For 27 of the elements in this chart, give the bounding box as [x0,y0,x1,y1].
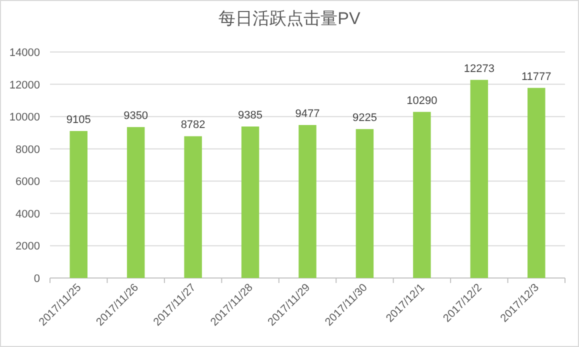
bar [413,112,431,278]
data-label: 9105 [66,114,91,126]
y-tick-label: 4000 [16,208,40,220]
data-label: 8782 [180,119,206,132]
bar [241,126,260,278]
data-label: 10290 [406,94,438,107]
y-tick-label: 0 [34,273,40,285]
y-tick-label: 8000 [16,144,40,156]
data-label: 9350 [124,110,148,122]
y-tick-label: 14000 [9,47,40,59]
bar [70,131,88,278]
data-label: 9385 [238,110,263,122]
data-label: 12273 [464,62,494,75]
data-label: 11777 [522,70,552,83]
y-tick-label: 10000 [9,112,40,124]
bar [184,136,202,278]
chart-title: 每日活跃点击量PV [218,9,361,28]
y-tick-label: 2000 [16,240,40,253]
bar [298,125,316,278]
data-label: 9477 [295,108,320,120]
data-label: 9225 [352,112,377,124]
bar [126,127,145,278]
bar [528,88,546,278]
y-tick-label: 6000 [16,176,40,188]
y-tick-label: 12000 [9,79,40,92]
bar [470,80,488,278]
bar [356,129,374,278]
